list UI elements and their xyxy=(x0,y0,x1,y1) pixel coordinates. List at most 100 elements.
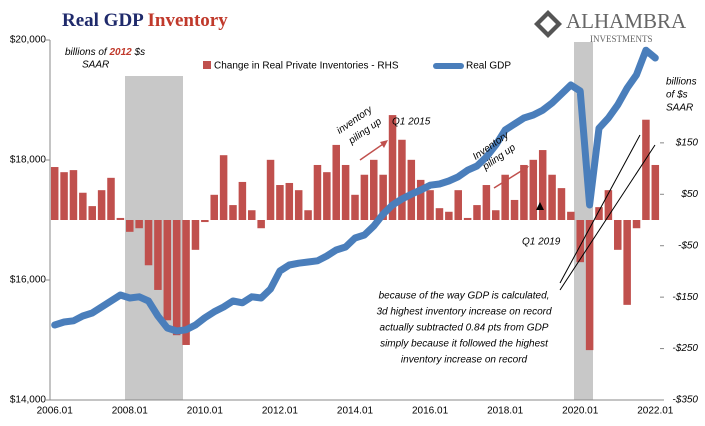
bar xyxy=(548,174,556,220)
bar xyxy=(642,119,650,220)
bar xyxy=(69,170,78,220)
bar xyxy=(501,174,509,220)
bar xyxy=(510,199,519,220)
x-tick-label: 2016.01 xyxy=(412,406,449,417)
note: simply because it followed the highest xyxy=(380,339,549,350)
bar xyxy=(604,190,613,220)
arrow xyxy=(493,167,527,189)
legend-label: Change in Real Private Inventories - RHS xyxy=(214,61,399,72)
bar xyxy=(614,220,622,250)
bar xyxy=(445,211,453,220)
x-tick-label: 2006.01 xyxy=(37,406,74,417)
bar xyxy=(416,179,425,220)
bar xyxy=(60,172,68,220)
bar xyxy=(144,220,153,266)
y-label-part: $s xyxy=(134,47,146,58)
bar xyxy=(520,164,528,220)
y-tick-label: $14,000 xyxy=(10,395,47,406)
legend-label: Real GDP xyxy=(466,61,511,72)
bar xyxy=(388,115,397,220)
y2-axis-label: billions xyxy=(666,77,697,88)
bar xyxy=(163,220,172,321)
bar xyxy=(426,190,434,220)
y-label-highlight: 2012 xyxy=(108,47,132,58)
bar xyxy=(651,164,660,220)
note: because of the way GDP is calculated, xyxy=(379,291,550,302)
y2-tick-label: -$150 xyxy=(672,292,698,303)
bar xyxy=(576,220,584,263)
bar xyxy=(88,206,96,220)
bar xyxy=(463,217,472,220)
bar xyxy=(435,208,444,220)
bar xyxy=(219,155,228,220)
note: actually subtracted 0.84 pts from GDP xyxy=(380,323,549,334)
y2-axis-label: SAAR xyxy=(666,103,693,114)
bar xyxy=(285,182,294,220)
bar xyxy=(304,210,312,220)
bar xyxy=(323,172,331,220)
title-main: Real GDP xyxy=(62,10,144,31)
bar xyxy=(97,190,106,220)
note: inventory increase on record xyxy=(401,355,528,366)
arrow xyxy=(359,141,387,161)
y-tick-label: $16,000 xyxy=(10,275,47,286)
bar xyxy=(623,220,631,305)
annotation: Q1 2015 xyxy=(392,117,431,128)
logo-subtitle: INVESTMENTS xyxy=(590,34,653,44)
bar xyxy=(595,207,603,220)
bar xyxy=(238,181,247,220)
x-tick-label: 2020.01 xyxy=(562,406,599,417)
bar xyxy=(407,159,416,220)
title-highlight: Inventory xyxy=(148,10,229,31)
marker xyxy=(536,202,544,210)
y2-tick-label: $150 xyxy=(675,137,699,148)
x-tick-label: 2022.01 xyxy=(637,406,674,417)
bar xyxy=(294,190,303,220)
bar xyxy=(107,177,115,220)
arrow xyxy=(559,134,641,284)
bar xyxy=(276,185,284,220)
arrow-head xyxy=(520,166,529,174)
bar xyxy=(50,167,59,220)
y-axis-label: SAAR xyxy=(82,60,109,71)
bar xyxy=(360,174,369,220)
bar xyxy=(182,220,190,345)
bar xyxy=(191,220,200,250)
annotation: Q1 2019 xyxy=(522,237,561,248)
line xyxy=(51,46,659,335)
y2-axis-label: of $s xyxy=(666,90,688,101)
bar xyxy=(79,192,87,220)
plot xyxy=(50,46,660,351)
bar xyxy=(379,174,387,220)
y-tick-label: $20,000 xyxy=(10,35,47,46)
bar xyxy=(492,210,500,220)
bar xyxy=(529,159,538,220)
bar xyxy=(538,150,547,220)
bar xyxy=(398,139,406,220)
bar xyxy=(567,211,575,220)
bar xyxy=(248,210,256,220)
y-tick-label: $18,000 xyxy=(10,155,47,166)
arrow-head xyxy=(380,140,388,148)
bar xyxy=(351,194,359,220)
chart-title: Real GDP Inventory xyxy=(62,10,228,31)
bar xyxy=(473,205,481,220)
x-tick-label: 2014.01 xyxy=(337,406,374,417)
bar xyxy=(116,217,125,220)
y2-tick-label: $50 xyxy=(680,189,698,200)
logo: ALHAMBRA INVESTMENTS xyxy=(534,9,687,44)
bar xyxy=(210,194,218,220)
x-tick-label: 2010.01 xyxy=(187,406,224,417)
note: 3d highest inventory increase on record xyxy=(376,307,552,318)
bar xyxy=(257,220,265,229)
x-tick-label: 2008.01 xyxy=(112,406,149,417)
bar xyxy=(557,188,566,220)
x-tick-label: 2018.01 xyxy=(487,406,524,417)
bar xyxy=(332,144,340,220)
y-label-part: billions of xyxy=(65,47,108,58)
bar xyxy=(201,220,209,223)
bar xyxy=(370,159,378,220)
logo-name: ALHAMBRA xyxy=(566,9,687,33)
arrow xyxy=(559,144,656,291)
